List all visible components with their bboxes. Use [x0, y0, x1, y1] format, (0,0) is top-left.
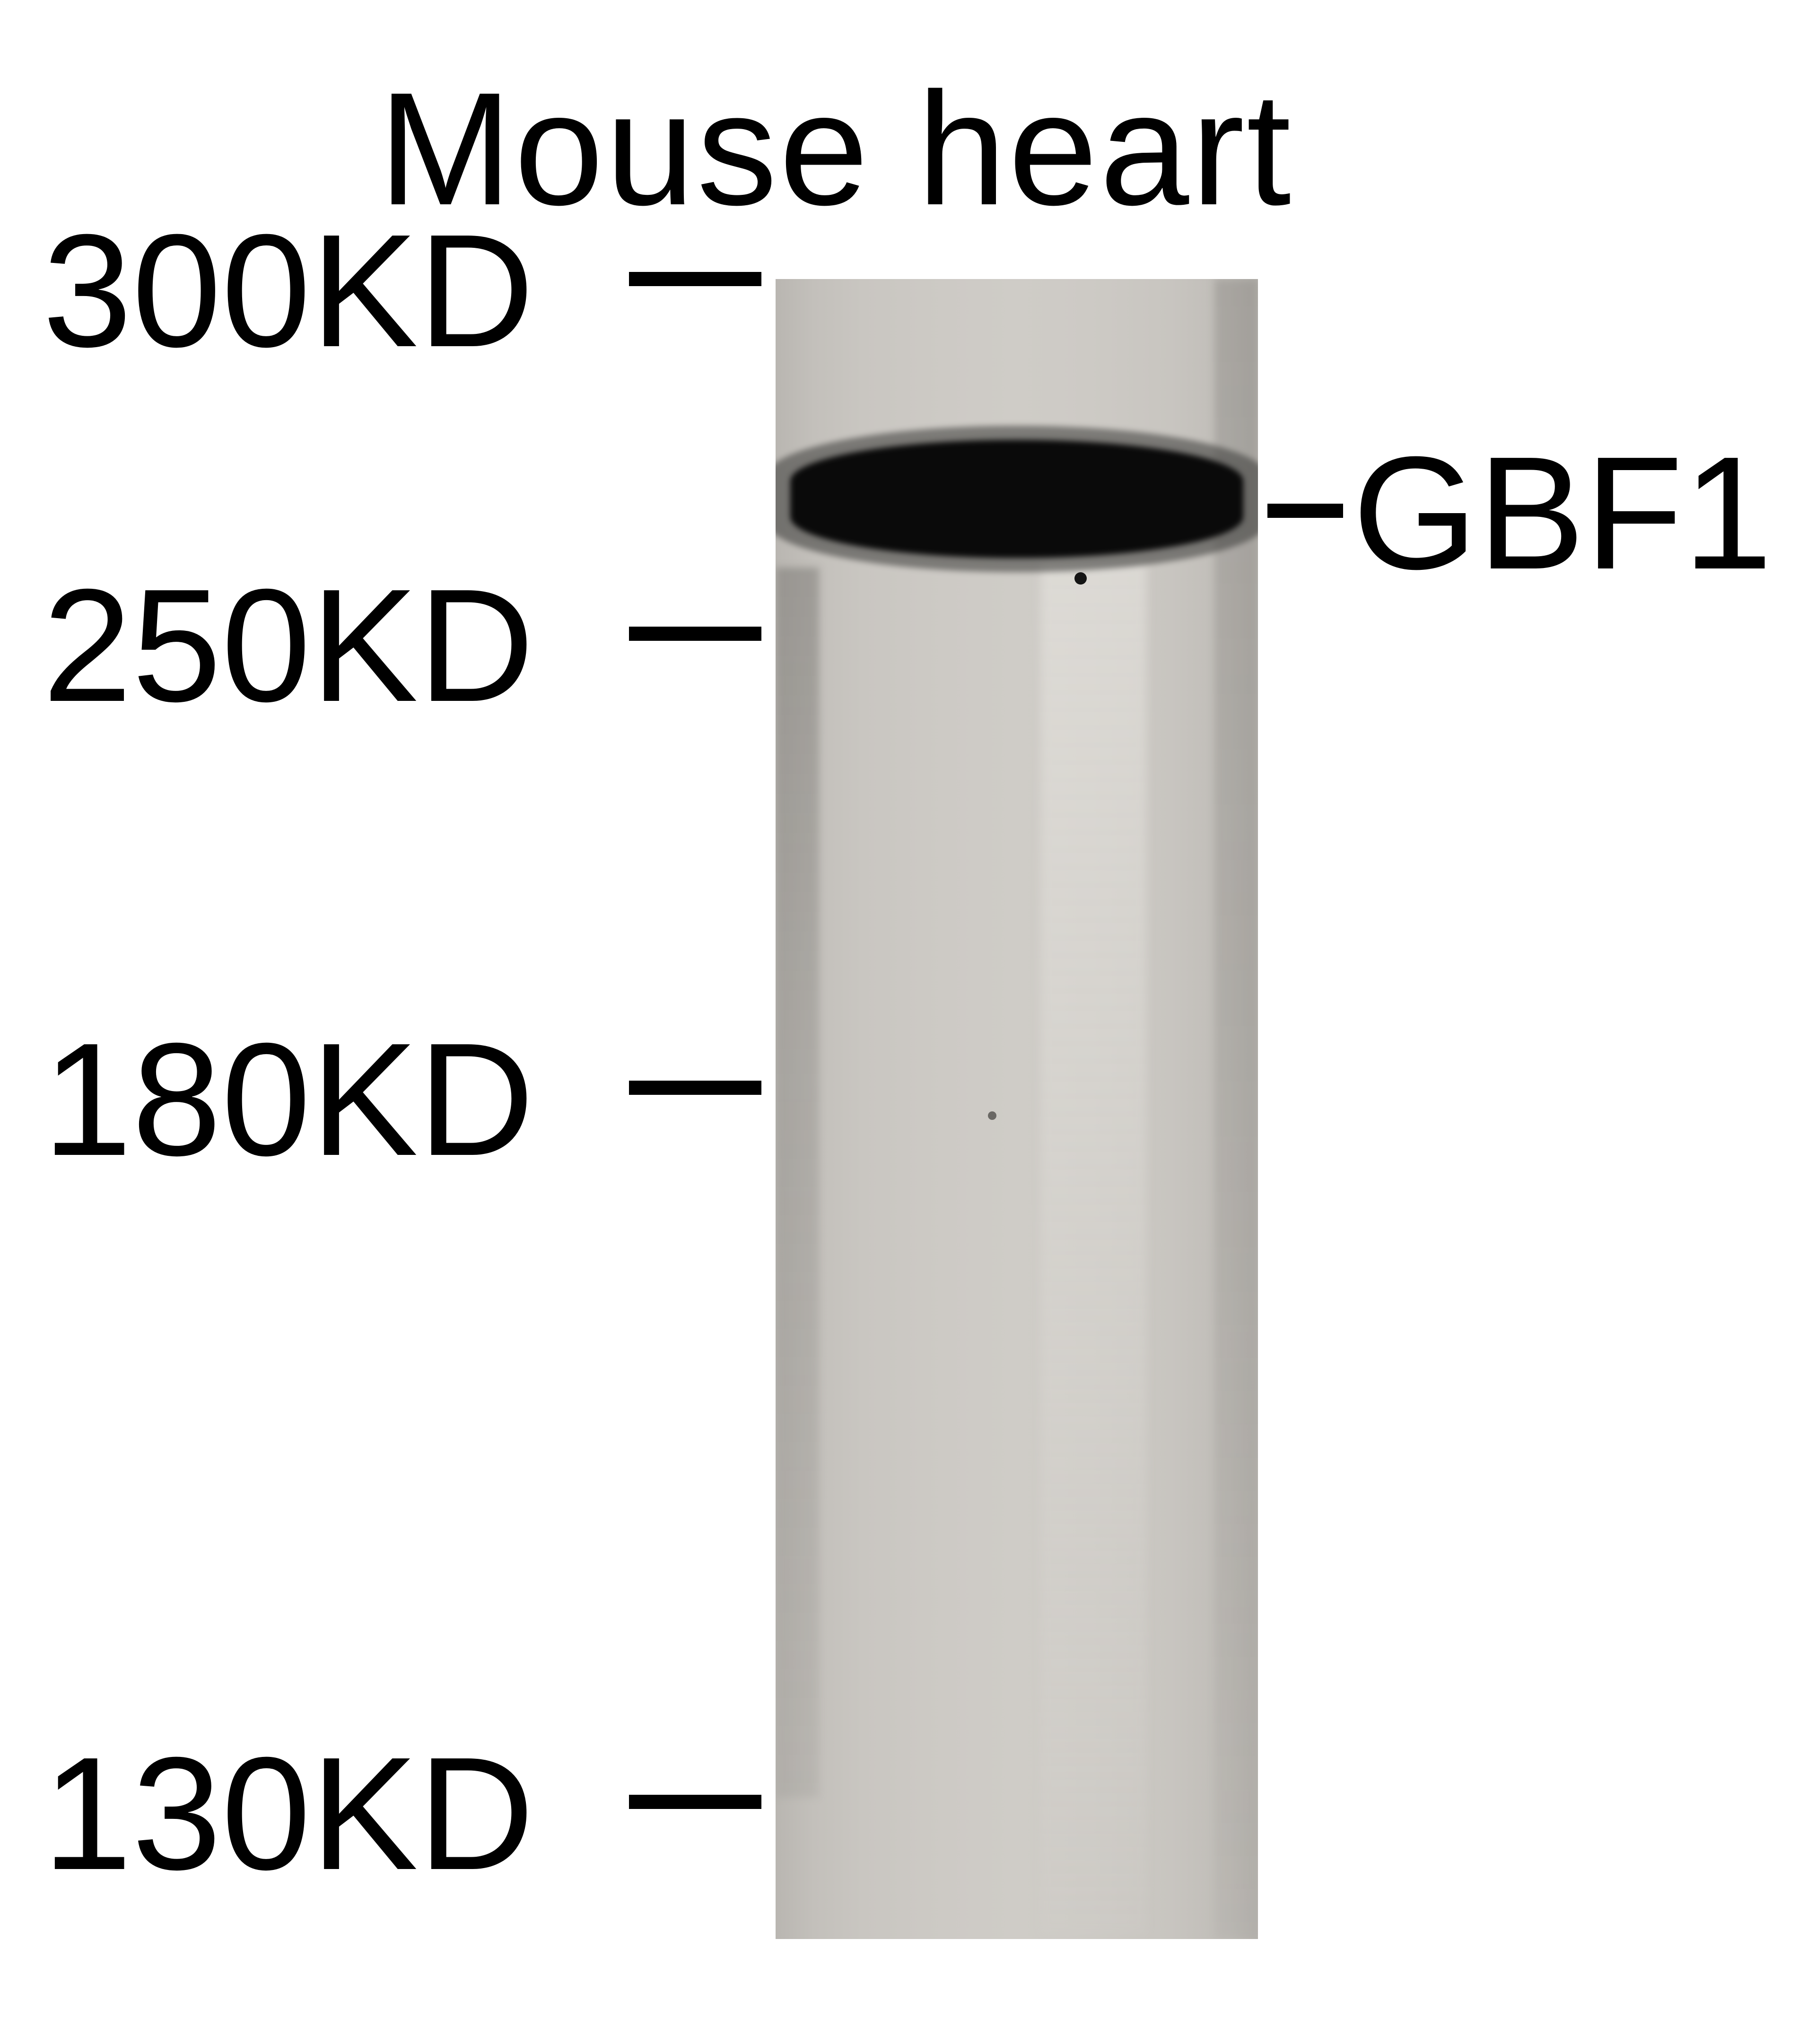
marker-tick-300kd — [629, 272, 761, 286]
western-blot-figure: Mouse heart GBF1 300KD 250KD 180KD 130KD — [0, 0, 1816, 2044]
marker-label-180kd: 180KD — [43, 1007, 534, 1192]
blot-speck — [988, 1111, 996, 1120]
gbf1-band-core — [790, 440, 1244, 558]
marker-label-130kd: 130KD — [43, 1721, 534, 1906]
marker-label-300kd: 300KD — [43, 199, 534, 384]
marker-tick-130kd — [629, 1795, 761, 1809]
blot-lane — [776, 279, 1258, 1939]
marker-label-250kd: 250KD — [43, 553, 534, 738]
blot-streak — [776, 568, 819, 1797]
marker-tick-180kd — [629, 1081, 761, 1095]
band-tick — [1267, 504, 1343, 518]
blot-streak — [1041, 563, 1147, 1934]
band-label: GBF1 — [1353, 421, 1772, 606]
marker-tick-250kd — [629, 627, 761, 641]
